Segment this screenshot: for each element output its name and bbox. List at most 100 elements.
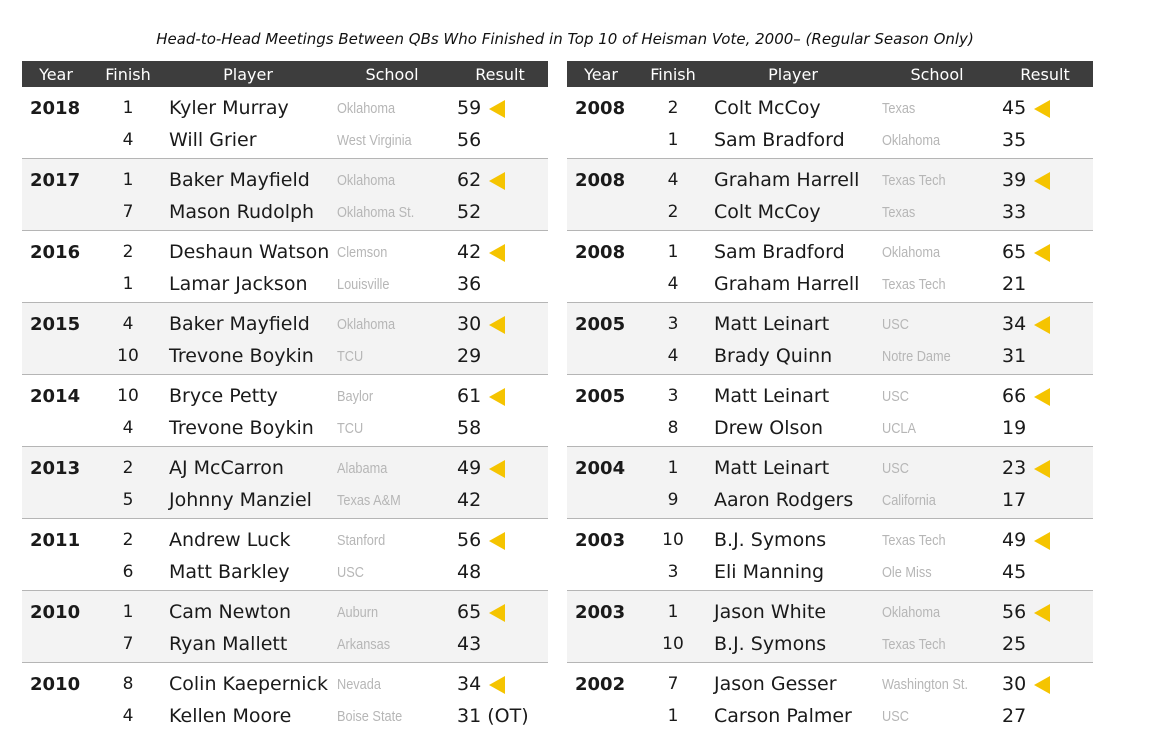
- player-cell: B.J. Symons: [714, 633, 827, 655]
- player-cell: Baker Mayfield: [169, 169, 310, 191]
- player-cell: AJ McCarron: [169, 457, 284, 479]
- result-cell: 19: [1002, 417, 1027, 439]
- school-cell: Washington St.: [882, 676, 968, 693]
- year-cell: 2015: [30, 314, 81, 335]
- winner-arrow-icon: [1034, 388, 1050, 406]
- finish-cell: 1: [122, 170, 134, 190]
- player-cell: Matt Leinart: [714, 457, 830, 479]
- column-header-result: Result: [1020, 65, 1070, 84]
- table-row: 4 Graham Harrell Texas Tech 21: [567, 270, 1093, 300]
- result-cell: 61: [457, 385, 482, 407]
- finish-cell: 3: [667, 562, 679, 582]
- school-cell: Oklahoma St.: [337, 204, 415, 221]
- table-row: 4 Will Grier West Virginia 56: [22, 126, 548, 156]
- school-cell: Texas Tech: [882, 636, 946, 653]
- table-row: 8 Colin Kaepernick Nevada 34: [22, 670, 548, 700]
- school-cell: Baylor: [337, 388, 374, 405]
- year-cell: 2018: [30, 98, 81, 119]
- winner-arrow-icon: [489, 316, 505, 334]
- result-cell: 59: [457, 97, 482, 119]
- school-cell: Oklahoma: [882, 244, 941, 261]
- result-cell: 35: [1002, 129, 1027, 151]
- player-cell: Eli Manning: [714, 561, 825, 583]
- player-cell: B.J. Symons: [714, 529, 827, 551]
- column-header-school: School: [365, 65, 419, 84]
- year-cell: 2003: [575, 530, 626, 551]
- winner-arrow-icon: [489, 244, 505, 262]
- matchup-group: 2013 2 AJ McCarron Alabama 49 5 Johnny Manziel…: [22, 447, 548, 519]
- player-cell: Drew Olson: [714, 417, 824, 439]
- winner-arrow-icon: [489, 100, 505, 118]
- year-cell: 2013: [30, 458, 81, 479]
- result-cell: 42: [457, 241, 482, 263]
- finish-cell: 3: [667, 386, 679, 406]
- result-cell: 56: [457, 129, 482, 151]
- table-row: 2 AJ McCarron Alabama 49: [22, 454, 548, 484]
- finish-cell: 2: [122, 530, 134, 550]
- result-cell: 49: [457, 457, 482, 479]
- player-cell: Trevone Boykin: [169, 417, 314, 439]
- winner-arrow-icon: [489, 460, 505, 478]
- table-row: 7 Ryan Mallett Arkansas 43: [22, 630, 548, 660]
- table-row: 1 Carson Palmer USC 27: [567, 702, 1093, 732]
- result-cell: 43: [457, 633, 482, 655]
- player-cell: Sam Bradford: [714, 129, 845, 151]
- player-cell: Matt Barkley: [169, 561, 290, 583]
- school-cell: Texas: [882, 204, 916, 221]
- finish-cell: 1: [667, 602, 679, 622]
- table-row: 1 Kyler Murray Oklahoma 59: [22, 94, 548, 124]
- player-cell: Andrew Luck: [169, 529, 291, 551]
- player-cell: Lamar Jackson: [169, 273, 308, 295]
- year-cell: 2011: [30, 530, 81, 551]
- finish-cell: 7: [122, 634, 134, 654]
- matchup-group: 2008 1 Sam Bradford Oklahoma 65 4 Graham Harre…: [567, 231, 1093, 303]
- year-cell: 2002: [575, 674, 626, 695]
- winner-arrow-icon: [489, 532, 505, 550]
- player-cell: Carson Palmer: [714, 705, 852, 727]
- school-cell: California: [882, 492, 936, 509]
- result-cell: 49: [1002, 529, 1027, 551]
- winner-arrow-icon: [1034, 604, 1050, 622]
- column-header-finish: Finish: [105, 65, 151, 84]
- result-cell: 62: [457, 169, 482, 191]
- table-row: 1 Lamar Jackson Louisville 36: [22, 270, 548, 300]
- player-cell: Cam Newton: [169, 601, 292, 623]
- matchup-group: 2015 4 Baker Mayfield Oklahoma 30 10 Trevone B…: [22, 303, 548, 375]
- finish-cell: 5: [122, 490, 134, 510]
- matchup-group: 2010 8 Colin Kaepernick Nevada 34 4 Kellen Moo…: [22, 663, 548, 734]
- table-header: Year Finish Player School Result: [567, 61, 1093, 87]
- column-header-year: Year: [584, 65, 618, 84]
- result-cell: 45: [1002, 561, 1027, 583]
- winner-arrow-icon: [1034, 172, 1050, 190]
- matchup-group: 2018 1 Kyler Murray Oklahoma 59 4 Will Grier We…: [22, 87, 548, 159]
- winner-arrow-icon: [489, 604, 505, 622]
- table-row: 4 Graham Harrell Texas Tech 39: [567, 166, 1093, 196]
- column-header-finish: Finish: [650, 65, 696, 84]
- result-cell: 17: [1002, 489, 1027, 511]
- winner-arrow-icon: [1034, 460, 1050, 478]
- table-header: Year Finish Player School Result: [22, 61, 548, 87]
- player-cell: Deshaun Watson: [169, 241, 330, 263]
- result-cell: 34: [1002, 313, 1027, 335]
- result-cell: 52: [457, 201, 482, 223]
- table-row: 1 Sam Bradford Oklahoma 35: [567, 126, 1093, 156]
- table-row: 10 B.J. Symons Texas Tech 49: [567, 526, 1093, 556]
- table-row: 6 Matt Barkley USC 48: [22, 558, 548, 588]
- matchup-group: 2010 1 Cam Newton Auburn 65 7 Ryan Mallett Arka…: [22, 591, 548, 663]
- player-cell: Graham Harrell: [714, 169, 860, 191]
- school-cell: TCU: [337, 420, 364, 437]
- winner-arrow-icon: [1034, 676, 1050, 694]
- table-row: 5 Johnny Manziel Texas A&M 42: [22, 486, 548, 516]
- year-cell: 2004: [575, 458, 626, 479]
- column-header-result: Result: [475, 65, 525, 84]
- page-title: Head-to-Head Meetings Between QBs Who Fi…: [156, 30, 974, 48]
- school-cell: USC: [882, 316, 909, 333]
- finish-cell: 1: [122, 274, 134, 294]
- table-row: 1 Matt Leinart USC 23: [567, 454, 1093, 484]
- finish-cell: 2: [122, 242, 134, 262]
- school-cell: USC: [882, 708, 909, 725]
- table-row: 1 Cam Newton Auburn 65: [22, 598, 548, 628]
- winner-arrow-icon: [489, 388, 505, 406]
- result-cell: 66: [1002, 385, 1027, 407]
- result-cell: 48: [457, 561, 482, 583]
